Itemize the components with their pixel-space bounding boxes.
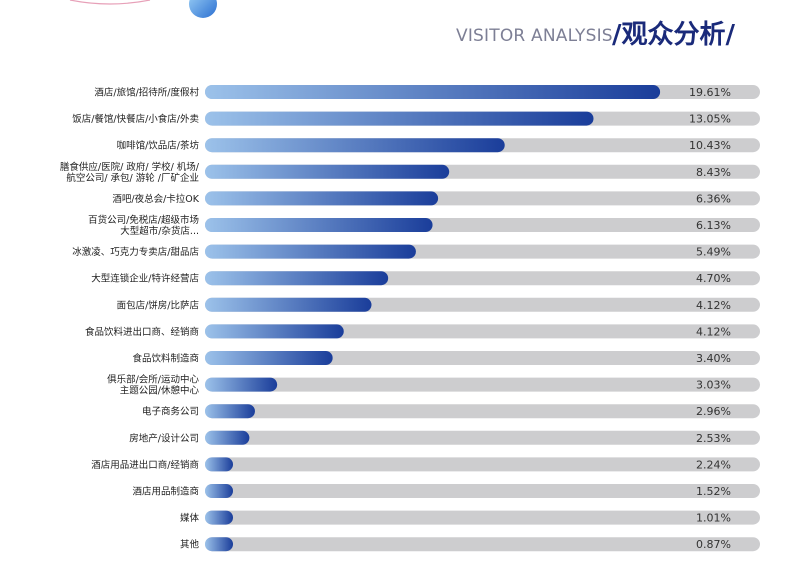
value-label: 1.52% — [696, 485, 731, 498]
category-label: 百货公司/免税店/超级市场 — [88, 214, 199, 226]
value-label: 10.43% — [689, 139, 731, 152]
value-label: 2.96% — [696, 405, 731, 418]
category-label: 大型超市/杂货店... — [120, 225, 199, 237]
category-label: 酒店/旅馆/招待所/度假村 — [94, 87, 199, 99]
category-label: 媒体 — [180, 512, 200, 524]
bar-value — [205, 351, 333, 365]
bar-value — [205, 218, 433, 232]
bar-track — [205, 377, 760, 392]
header-decoration — [0, 0, 330, 30]
bar-value — [205, 324, 344, 339]
category-label: 主题公园/休憩中心 — [120, 385, 200, 397]
bar-value — [205, 510, 233, 525]
bar-value — [205, 430, 250, 445]
value-label: 1.01% — [696, 512, 731, 525]
category-label: 咖啡馆/饮品店/茶坊 — [117, 140, 200, 152]
value-label: 3.03% — [696, 379, 731, 392]
category-label: 酒吧/夜总会/卡拉OK — [112, 193, 199, 205]
category-label: 其他 — [180, 539, 200, 551]
value-label: 8.43% — [696, 166, 731, 179]
bar-value — [205, 111, 594, 126]
bar-track — [205, 351, 760, 365]
header-chinese-title: /观众分析/ — [612, 20, 735, 50]
category-label: 面包店/饼房/比萨店 — [117, 299, 199, 311]
decoration-arc — [69, 0, 151, 5]
bar-value — [205, 484, 233, 498]
category-label: 航空公司/ 承包/ 游轮 /厂矿企业 — [66, 172, 199, 184]
category-label: 食品饮料进出口商、经销商 — [85, 326, 199, 338]
category-label: 房地产/设计公司 — [129, 432, 199, 444]
value-label: 3.40% — [696, 352, 731, 365]
bar-value — [205, 404, 255, 419]
bar-value — [205, 377, 278, 392]
category-label: 酒店用品制造商 — [132, 486, 199, 498]
value-label: 4.12% — [696, 299, 731, 312]
bar-value — [205, 457, 233, 472]
value-label: 0.87% — [696, 538, 731, 551]
bar-track — [205, 457, 760, 472]
bar-value — [205, 244, 416, 259]
value-label: 6.36% — [696, 192, 731, 205]
bar-value — [205, 164, 450, 179]
bar-value — [205, 297, 372, 312]
category-label: 冰激凌、巧克力专卖店/甜品店 — [72, 246, 199, 258]
category-label: 酒店用品进出口商/经销商 — [91, 459, 199, 471]
category-label: 膳食供应/医院/ 政府/ 学校/ 机场/ — [60, 161, 200, 173]
bar-track — [205, 484, 760, 498]
value-label: 6.13% — [696, 219, 731, 232]
decoration-circle — [189, 0, 217, 18]
category-label: 饭店/餐馆/快餐店/小食店/外卖 — [72, 113, 199, 125]
value-label: 5.49% — [696, 246, 731, 259]
bar-value — [205, 85, 661, 99]
value-label: 2.53% — [696, 432, 731, 445]
category-label: 食品饮料制造商 — [132, 353, 199, 365]
bar-track — [205, 324, 760, 339]
value-label: 4.70% — [696, 272, 731, 285]
category-label: 俱乐部/会所/运动中心 — [107, 374, 199, 386]
value-label: 13.05% — [689, 113, 731, 126]
bar-track — [205, 404, 760, 419]
value-label: 2.24% — [696, 458, 731, 471]
bar-track — [205, 537, 760, 552]
header-english-title: VISITOR ANALYSIS — [456, 26, 613, 46]
bar-value — [205, 138, 505, 153]
bar-value — [205, 537, 233, 552]
value-label: 4.12% — [696, 325, 731, 338]
category-label: 大型连锁企业/特许经营店 — [91, 273, 199, 285]
category-label: 电子商务公司 — [142, 406, 199, 418]
bar-value — [205, 191, 439, 206]
bar-value — [205, 271, 389, 286]
bar-track — [205, 510, 760, 525]
bar-track — [205, 430, 760, 445]
value-label: 19.61% — [689, 86, 731, 99]
